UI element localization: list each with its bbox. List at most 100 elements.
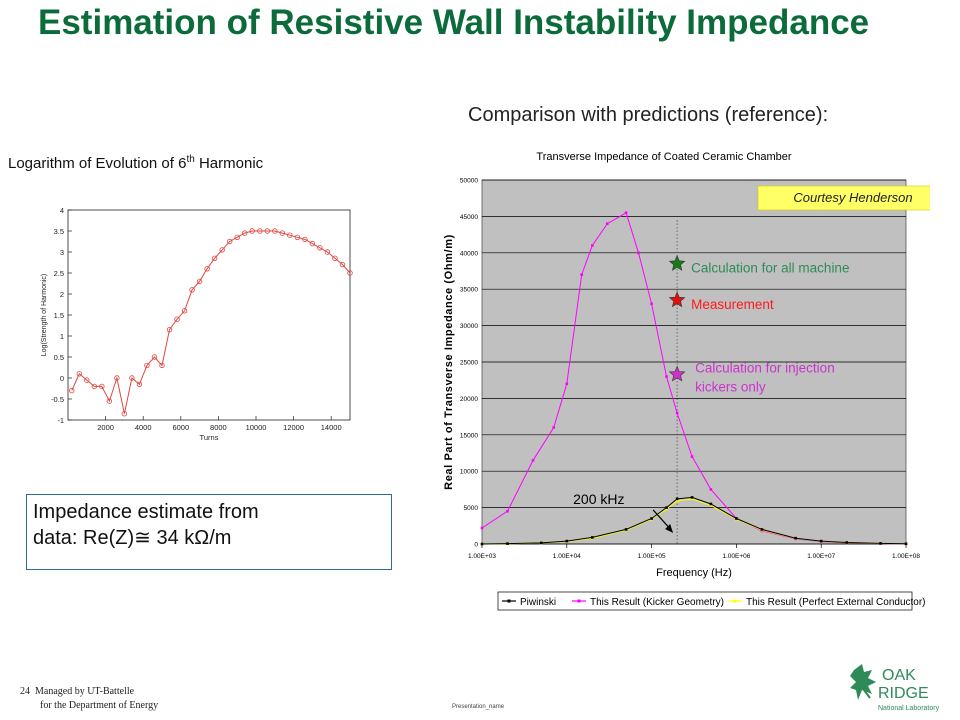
- impedance-data-point: [591, 244, 594, 247]
- log-data-point: [99, 383, 105, 390]
- comparison-heading: Comparison with predictions (reference):: [468, 104, 829, 126]
- log-y-tick-label: 1: [60, 332, 64, 341]
- impedance-chart: Transverse Impedance of Coated Ceramic C…: [443, 151, 930, 611]
- impedance-data-point: [650, 302, 653, 306]
- log-data-point: [136, 381, 143, 387]
- log-data-point: [181, 308, 188, 314]
- log-data-point: [166, 326, 173, 333]
- log-data-point: [324, 249, 331, 255]
- impedance-data-point: [665, 506, 668, 509]
- impedance-data-point: [591, 536, 594, 539]
- log-y-tick-label: -0.5: [51, 395, 64, 404]
- log-data-point: [69, 387, 75, 394]
- impedance-y-tick-label: 20000: [460, 396, 478, 403]
- impedance-data-point: [565, 382, 569, 386]
- log-data-point: [226, 238, 233, 245]
- marker-star-icon: [668, 291, 686, 308]
- impedance-data-point: [845, 541, 849, 544]
- impedance-y-tick-label: 25000: [460, 360, 478, 367]
- log-data-point: [332, 255, 338, 261]
- impedance-data-point: [637, 251, 640, 255]
- log-data-point: [287, 232, 293, 238]
- log-data-point: [189, 287, 195, 293]
- log-y-tick-label: 4: [60, 206, 64, 215]
- marker-star-icon: [668, 254, 686, 271]
- log-data-point: [211, 255, 218, 261]
- log-y-axis-label: Log(Strength of Harmonic): [41, 274, 48, 356]
- presentation-name: Presentation_name: [452, 704, 505, 710]
- impedance-data-point: [879, 542, 882, 545]
- legend-entry: This Result (Perfect External Conductor): [746, 597, 926, 608]
- log-harmonic-chart: -1 -0.5 0 0.5 1 1.5 2 2.5 3 3.5 4 2000 4000 6000 8000 1…: [41, 206, 353, 442]
- impedance-data-point: [665, 507, 668, 511]
- impedance-y-tick-label: 30000: [460, 323, 478, 330]
- log-data-point: [106, 398, 113, 404]
- log-y-tick-label: 0.5: [54, 353, 64, 362]
- log-x-axis-label: Turns: [200, 433, 219, 442]
- impedance-data-point: [690, 497, 694, 501]
- impedance-data-point: [531, 458, 535, 462]
- impedance-data-point: [480, 526, 484, 530]
- impedance-data-point: [760, 528, 764, 531]
- impedance-data-point: [735, 517, 738, 520]
- log-x-tick-label: 14000: [321, 423, 342, 432]
- log-y-tick-label: 2.5: [54, 269, 64, 278]
- log-data-point: [309, 240, 316, 247]
- log-x-tick-label: 4000: [135, 423, 152, 432]
- log-data-point: [257, 228, 263, 234]
- impedance-data-point: [675, 499, 679, 503]
- log-y-tick-label: 0: [60, 374, 64, 383]
- log-data-point: [264, 228, 270, 234]
- log-data-point: [121, 410, 128, 417]
- estimate-line-1: Impedance estimate from: [33, 501, 259, 523]
- legend-swatch-marker: [577, 599, 581, 603]
- impedance-data-point: [624, 211, 628, 215]
- log-data-point: [91, 383, 98, 390]
- oak-leaf-icon: [850, 664, 876, 700]
- logo-line-1: OAK: [882, 667, 916, 684]
- log-data-point: [129, 375, 135, 381]
- marker-star-icon: [668, 365, 686, 382]
- impedance-y-tick-label: 15000: [460, 432, 478, 439]
- log-y-tick-label: 3: [60, 248, 64, 257]
- courtesy-label: Courtesy Henderson: [793, 190, 912, 205]
- impedance-x-tick-label: 1.00E+08: [892, 553, 920, 560]
- logo-line-3: National Laboratory: [878, 705, 940, 712]
- log-y-tick-label: 2: [60, 290, 64, 299]
- impedance-data-point: [539, 541, 543, 545]
- marker-label: Calculation for all machine: [691, 261, 849, 276]
- impedance-data-point: [665, 375, 668, 378]
- log-data-point: [151, 354, 158, 360]
- legend-entry: This Result (Kicker Geometry): [590, 597, 724, 608]
- log-chart-heading: Logarithm of Evolution of 6th Harmonic: [8, 154, 263, 172]
- log-data-point: [84, 377, 90, 383]
- footer-line-1: Managed by UT-Battelle: [35, 686, 135, 697]
- log-x-tick-label: 6000: [172, 423, 189, 432]
- impedance-x-tick-label: 1.00E+05: [638, 553, 666, 560]
- estimate-line-2: data: Re(Z)≅ 34 kΩ/m: [33, 527, 232, 549]
- impedance-series-line: [481, 496, 907, 545]
- marker-label: Measurement: [691, 297, 774, 312]
- log-x-tick-label: 8000: [210, 423, 227, 432]
- log-heading-text: Logarithm of Evolution of 6: [8, 155, 187, 172]
- log-data-point: [272, 228, 278, 234]
- impedance-data-point: [675, 411, 679, 415]
- impedance-y-tick-label: 0: [474, 542, 478, 549]
- legend-swatch-marker: [733, 599, 737, 603]
- log-x-tick-label: 2000: [97, 423, 114, 432]
- impedance-x-tick-label: 1.00E+03: [468, 553, 496, 560]
- log-y-tick-label: 1.5: [54, 311, 64, 320]
- log-x-tick-label: 10000: [246, 423, 267, 432]
- impedance-y-tick-label: 35000: [460, 287, 478, 294]
- log-data-point: [302, 236, 308, 243]
- impedance-x-tick-label: 1.00E+06: [722, 553, 750, 560]
- impedance-data-point: [794, 536, 797, 540]
- impedance-data-point: [690, 455, 694, 458]
- impedance-data-point: [605, 222, 609, 225]
- log-data-point: [196, 278, 203, 285]
- oak-ridge-logo: OAK RIDGE National Laboratory: [850, 664, 940, 712]
- impedance-data-point: [506, 509, 509, 513]
- log-data-point: [347, 270, 353, 276]
- impedance-x-tick-label: 1.00E+04: [553, 553, 581, 560]
- impedance-data-point: [580, 273, 584, 276]
